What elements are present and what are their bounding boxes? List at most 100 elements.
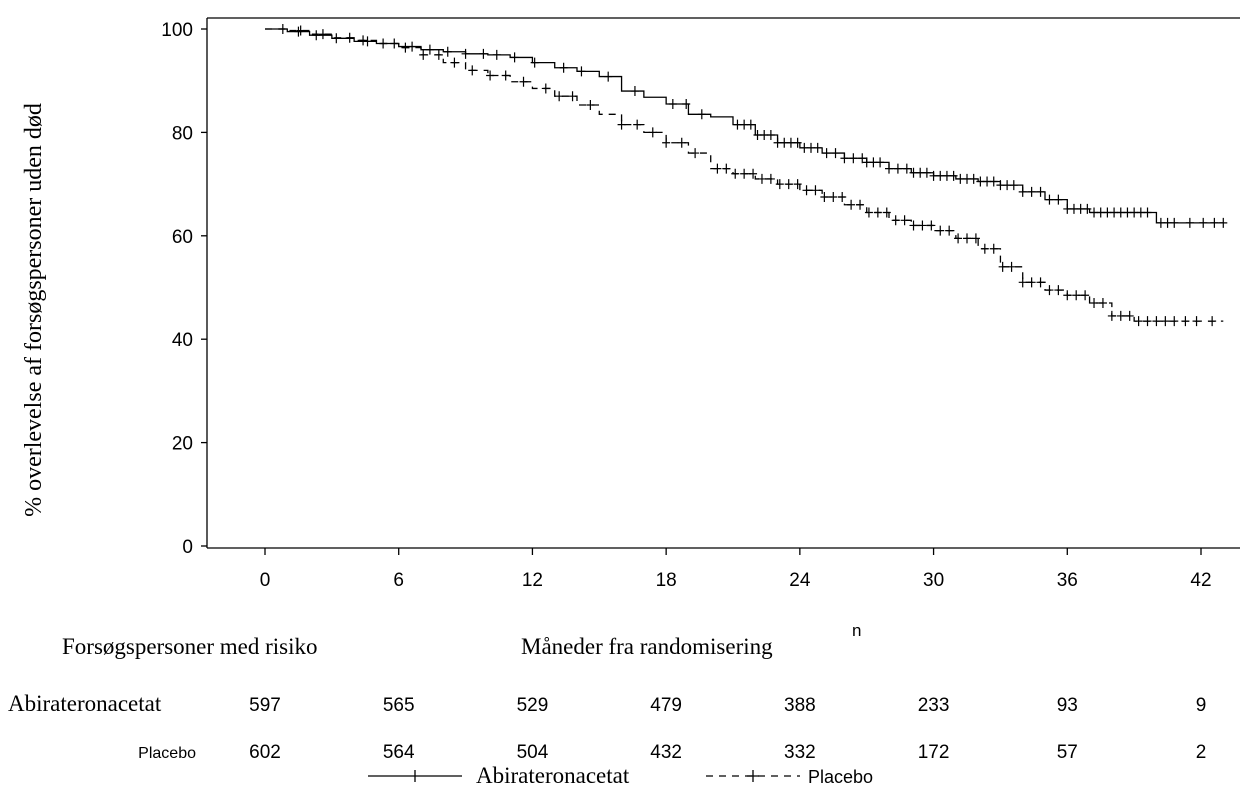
censor-mark (757, 173, 766, 184)
censor-mark (318, 29, 327, 40)
censor-mark (963, 173, 971, 184)
censor-mark (831, 148, 840, 159)
censor-mark (885, 163, 893, 174)
censor-mark (586, 99, 595, 110)
censor-mark (1009, 180, 1018, 191)
censor-mark (697, 109, 706, 120)
censor-mark (1134, 316, 1143, 327)
y-axis-label: % overlevelse af forsøgspersoner uden dø… (21, 103, 47, 517)
censor-mark (1096, 207, 1105, 218)
risk-count: 233 (918, 695, 950, 716)
censor-mark (1143, 316, 1152, 327)
censor-mark (1054, 194, 1063, 205)
censor-mark (519, 76, 528, 87)
censor-mark (954, 233, 963, 244)
risk-count: 57 (1057, 742, 1078, 763)
censor-mark (876, 157, 885, 168)
censor-mark (989, 176, 998, 187)
censor-mark (945, 225, 954, 236)
censor-mark (486, 70, 495, 81)
censor-mark (786, 137, 795, 148)
censor-marks (278, 24, 1228, 327)
risk-count: 565 (383, 695, 415, 716)
censor-mark (1098, 298, 1107, 309)
censor-mark (1170, 316, 1179, 327)
x-tick-label: 30 (923, 570, 944, 591)
risk-row-label: Abirateronacetat (8, 691, 162, 716)
censor-mark (1116, 207, 1125, 218)
censor-mark (359, 35, 368, 46)
censor-mark (983, 176, 992, 187)
censor-mark (1018, 186, 1027, 197)
censor-mark (450, 57, 459, 68)
censor-mark (773, 137, 782, 148)
censor-mark (312, 30, 321, 41)
censor-mark (1161, 316, 1170, 327)
censor-mark (492, 49, 501, 60)
risk-count: 172 (918, 742, 950, 763)
censor-mark (425, 44, 434, 55)
censor-mark (909, 167, 918, 178)
censor-mark (1181, 316, 1190, 327)
plot-axes (206, 17, 1240, 549)
censor-mark (800, 142, 809, 153)
censor-mark (604, 71, 613, 82)
censor-mark (856, 199, 865, 210)
risk-count: 504 (517, 742, 549, 763)
risk-count: 332 (784, 742, 816, 763)
censor-mark (829, 192, 838, 203)
censor-mark (648, 127, 657, 138)
censor-mark (1103, 207, 1112, 218)
censor-mark (555, 91, 564, 102)
censor-mark (840, 153, 849, 164)
censor-mark (749, 168, 758, 179)
censor-mark (1018, 277, 1027, 288)
censor-mark (882, 207, 891, 218)
censor-mark (1063, 290, 1072, 301)
x-tick-label: 36 (1057, 570, 1078, 591)
censor-mark (1219, 217, 1228, 228)
censor-mark (976, 176, 985, 187)
censor-mark (918, 220, 927, 231)
censor-mark (434, 49, 443, 60)
censor-mark (891, 215, 900, 226)
risk-count: 602 (249, 742, 281, 763)
censor-mark (998, 261, 1007, 272)
censor-mark (577, 66, 586, 77)
censor-mark (1185, 217, 1194, 228)
censor-mark (1072, 290, 1081, 301)
censor-mark (929, 170, 938, 181)
risk-count: 479 (650, 695, 682, 716)
censor-mark (775, 179, 784, 190)
censor-mark (963, 233, 971, 244)
censor-mark (766, 129, 775, 140)
y-tick-label: 40 (172, 330, 193, 351)
y-tick-label: 0 (182, 537, 193, 558)
censor-mark (900, 215, 909, 226)
censor-mark (713, 163, 722, 174)
censor-mark (740, 168, 749, 179)
censor-mark (1123, 207, 1132, 218)
censor-mark (922, 167, 931, 178)
censor-mark (862, 157, 871, 168)
censor-mark (942, 170, 951, 181)
censor-mark (909, 220, 918, 231)
y-tick-label: 80 (172, 123, 193, 144)
censor-mark (1007, 261, 1016, 272)
risk-count: 93 (1057, 695, 1078, 716)
censor-mark (559, 62, 568, 73)
censor-mark (1081, 290, 1090, 301)
censor-mark (1054, 285, 1063, 296)
censor-mark (541, 83, 550, 94)
censor-mark (568, 91, 577, 102)
risk-table: Abirateronacetat 597 565 529 479 388 233 93 9 Pla… (8, 691, 1206, 763)
x-tick-label: 42 (1190, 570, 1211, 591)
risk-count: 432 (650, 742, 682, 763)
censor-mark (813, 142, 822, 153)
censor-mark (443, 46, 452, 57)
censor-mark (1083, 203, 1092, 214)
censor-mark (780, 137, 789, 148)
censor-mark (873, 207, 882, 218)
censor-mark (1130, 207, 1139, 218)
axis-ticks: 0 20 40 60 80 100 0 6 12 18 24 30 36 42 (161, 20, 1211, 591)
